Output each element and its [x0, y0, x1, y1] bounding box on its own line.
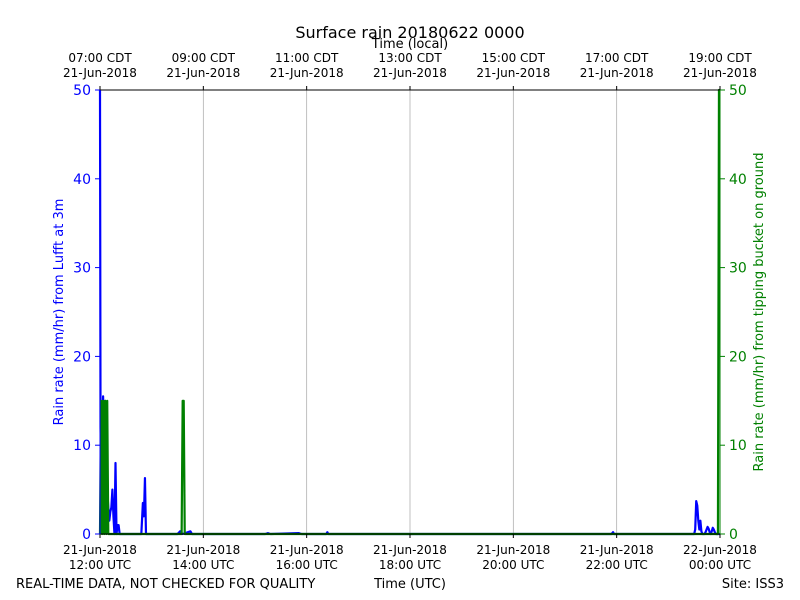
x-tick-label: 14:00 UTC — [172, 558, 234, 572]
x-tick-label: 12:00 UTC — [69, 558, 131, 572]
right-y-tick-label: 10 — [729, 438, 747, 454]
top-tick-label: 21-Jun-2018 — [373, 66, 447, 80]
left-y-ticks: 0 10 20 30 40 50 — [73, 83, 100, 543]
top-tick-label: 21-Jun-2018 — [683, 66, 757, 80]
right-y-tick-label: 0 — [729, 527, 738, 543]
left-y-tick-label: 30 — [73, 261, 91, 277]
left-y-tick-label: 20 — [73, 349, 91, 365]
top-tick-label: 21-Jun-2018 — [476, 66, 550, 80]
x-axis-label: Time (UTC) — [373, 577, 446, 592]
x-tick-label: 21-Jun-2018 — [166, 543, 240, 557]
x-tick-label: 22-Jun-2018 — [683, 543, 757, 557]
top-tick-label: 09:00 CDT — [172, 51, 236, 65]
x-tick-label: 21-Jun-2018 — [580, 543, 654, 557]
right-y-tick-label: 40 — [729, 172, 747, 188]
x-tick-label: 16:00 UTC — [276, 558, 338, 572]
site-label: Site: ISS3 — [722, 577, 784, 592]
x-tick-label: 21-Jun-2018 — [373, 543, 447, 557]
x-tick-label: 22:00 UTC — [586, 558, 648, 572]
top-tick-label: 15:00 CDT — [482, 51, 546, 65]
x-tick-label: 18:00 UTC — [379, 558, 441, 572]
top-tick-label: 21-Jun-2018 — [166, 66, 240, 80]
top-tick-label: 07:00 CDT — [68, 51, 132, 65]
quality-note: REAL-TIME DATA, NOT CHECKED FOR QUALITY — [16, 577, 315, 592]
right-y-label: Rain rate (mm/hr) from tipping bucket on… — [752, 153, 767, 472]
x-tick-label: 21-Jun-2018 — [63, 543, 137, 557]
x-tick-label: 20:00 UTC — [482, 558, 544, 572]
top-tick-label: 11:00 CDT — [275, 51, 339, 65]
right-y-tick-label: 50 — [729, 83, 747, 99]
top-tick-label: 13:00 CDT — [378, 51, 442, 65]
x-tick-label: 21-Jun-2018 — [270, 543, 344, 557]
right-y-tick-label: 30 — [729, 261, 747, 277]
right-y-tick-label: 20 — [729, 349, 747, 365]
left-y-tick-label: 40 — [73, 172, 91, 188]
chart-title: Surface rain 20180622 0000 — [295, 23, 524, 42]
top-tick-label: 21-Jun-2018 — [580, 66, 654, 80]
top-tick-label: 19:00 CDT — [688, 51, 752, 65]
left-y-tick-label: 0 — [82, 527, 91, 543]
top-tick-label: 21-Jun-2018 — [270, 66, 344, 80]
top-tick-label: 17:00 CDT — [585, 51, 649, 65]
top-tick-label: 21-Jun-2018 — [63, 66, 137, 80]
right-y-ticks: 0 10 20 30 40 50 — [720, 83, 747, 543]
top-axis-label: Time (local) — [371, 37, 448, 52]
x-tick-label: 21-Jun-2018 — [476, 543, 550, 557]
left-y-tick-label: 10 — [73, 438, 91, 454]
x-tick-label: 00:00 UTC — [689, 558, 751, 572]
left-y-label: Rain rate (mm/hr) from Lufft at 3m — [52, 199, 67, 426]
left-y-tick-label: 50 — [73, 83, 91, 99]
x-grid — [202, 90, 618, 534]
